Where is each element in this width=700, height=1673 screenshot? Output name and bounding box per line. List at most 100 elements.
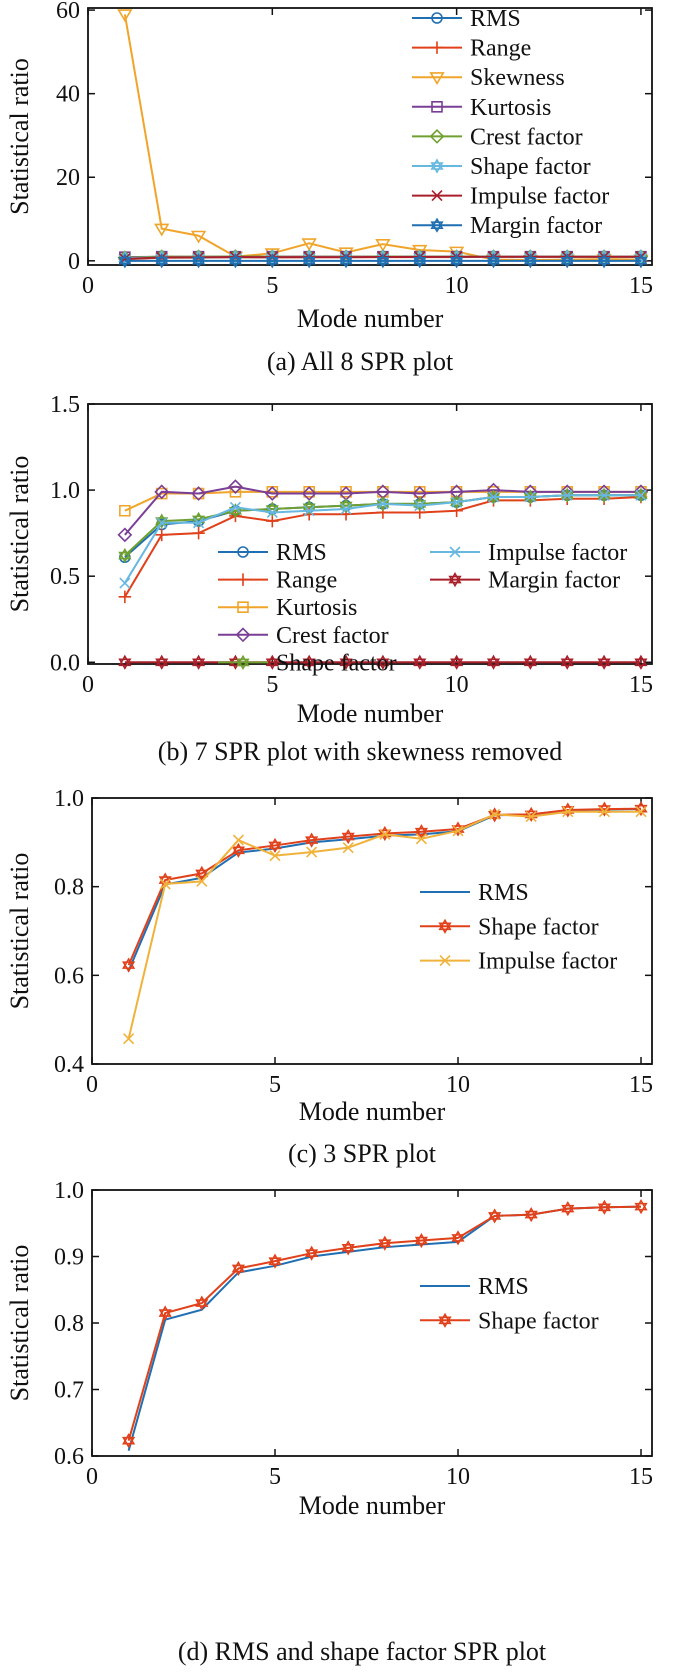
data-point: [451, 1230, 465, 1246]
data-point: [634, 654, 648, 670]
y-axis-label: Statistical ratio: [5, 456, 34, 613]
data-point: [451, 496, 463, 508]
data-point: [413, 506, 427, 519]
legend-label: Impulse factor: [488, 540, 627, 566]
series-layer: [122, 1199, 648, 1451]
legend-marker: [430, 158, 444, 174]
data-point: [118, 547, 132, 564]
legend-marker: [236, 654, 250, 671]
x-tick-label: 15: [629, 1072, 653, 1098]
data-point: [635, 806, 647, 818]
figure-caption: (a) All 8 SPR plot: [267, 347, 454, 376]
data-point: [489, 808, 501, 820]
series-line: [127, 807, 642, 966]
y-tick-label: 20: [56, 165, 80, 191]
data-point: [268, 837, 282, 854]
data-point: [634, 253, 648, 269]
legend-label: Shape factor: [470, 154, 591, 180]
series-line: [124, 485, 641, 536]
data-point: [159, 878, 171, 890]
legend: RMS Range Skewness Kurtosis Crest factor Shap…: [412, 6, 609, 239]
data-point: [340, 503, 352, 515]
legend-marker: [236, 573, 250, 586]
data-point: [414, 824, 428, 840]
y-tick-label: 0.6: [54, 1444, 84, 1470]
x-tick-label: 5: [269, 1464, 281, 1490]
data-point: [119, 504, 131, 517]
data-point: [560, 654, 574, 670]
data-point: [122, 957, 136, 973]
data-point: [339, 654, 353, 670]
data-point: [195, 1295, 209, 1311]
data-point: [524, 1206, 538, 1223]
series-impulse-factor: [119, 251, 647, 265]
y-tick-label: 1.0: [50, 478, 80, 504]
figure-caption: (d) RMS and shape factor SPR plot: [178, 1637, 547, 1666]
data-point: [156, 517, 168, 529]
data-point: [486, 253, 501, 269]
y-tick-label: 0.4: [54, 1052, 84, 1078]
series-impulse-factor: [123, 806, 647, 1045]
data-point: [154, 223, 170, 237]
data-point: [232, 834, 244, 846]
data-point: [525, 811, 537, 823]
legend-label: Kurtosis: [470, 95, 551, 121]
data-point: [155, 528, 168, 542]
x-axis-label: Mode number: [297, 699, 444, 728]
data-point: [302, 253, 316, 269]
y-tick-label: 0.8: [54, 1311, 84, 1337]
data-point: [486, 654, 501, 670]
data-point: [414, 500, 426, 512]
x-tick-label: 0: [86, 1464, 98, 1490]
data-point: [117, 527, 133, 543]
data-point: [561, 489, 573, 501]
data-point: [561, 1201, 575, 1217]
data-point: [487, 491, 500, 503]
legend-label: Impulse factor: [470, 184, 609, 210]
data-point: [342, 842, 354, 854]
data-point: [634, 1199, 648, 1215]
series-margin-factor: [118, 253, 648, 269]
data-point: [117, 9, 133, 23]
y-tick-label: 0.7: [54, 1378, 84, 1404]
legend-marker: [439, 955, 451, 967]
legend-label: RMS: [478, 880, 529, 906]
y-tick-label: 40: [56, 82, 80, 108]
series-line: [127, 1205, 642, 1441]
data-point: [122, 1433, 136, 1449]
series-margin-factor: [118, 654, 648, 670]
data-point: [523, 253, 537, 269]
x-tick-label: 10: [445, 672, 469, 698]
x-tick-label: 15: [629, 1464, 653, 1490]
legend-label: Range: [470, 36, 531, 62]
chart-panel-a: 0 5 10 15 0 20 40 60 Mode number Statistical rati…: [5, 0, 653, 376]
data-point: [305, 1245, 319, 1261]
legend-marker: [429, 129, 445, 144]
data-point: [190, 230, 207, 244]
data-point: [266, 506, 278, 519]
data-point: [413, 253, 427, 269]
data-point: [598, 489, 610, 501]
data-point: [450, 654, 464, 670]
data-point: [302, 654, 316, 670]
data-point: [265, 253, 279, 269]
plot-frame: [87, 403, 653, 665]
data-point: [303, 505, 315, 517]
legend-marker: [448, 571, 462, 588]
x-tick-label: 0: [82, 273, 94, 299]
data-point: [268, 1253, 282, 1269]
data-point: [231, 1260, 245, 1277]
data-point: [341, 828, 355, 845]
x-tick-label: 15: [629, 273, 653, 299]
series-shape-factor: [122, 801, 648, 973]
data-point: [154, 484, 170, 500]
figure-caption: (c) 3 SPR plot: [288, 1139, 437, 1168]
data-point: [123, 1033, 135, 1045]
legend-marker: [449, 546, 461, 558]
data-point: [191, 486, 206, 501]
figure-caption: (b) 7 SPR plot with skewness removed: [158, 737, 562, 766]
data-point: [379, 828, 391, 840]
legend-marker: [235, 627, 251, 643]
